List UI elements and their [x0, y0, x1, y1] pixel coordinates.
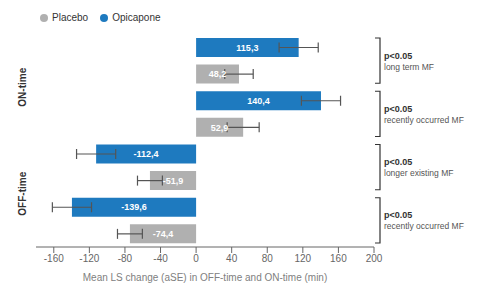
svg-text:-160: -160 [44, 253, 64, 264]
svg-text:-40: -40 [153, 253, 168, 264]
svg-text:p<0.05: p<0.05 [384, 157, 412, 167]
svg-text:-51,9: -51,9 [163, 176, 184, 186]
svg-text:-74,4: -74,4 [153, 229, 174, 239]
svg-text:longer existing MF: longer existing MF [384, 168, 453, 178]
svg-text:120: 120 [294, 253, 311, 264]
svg-text:80: 80 [262, 253, 274, 264]
svg-text:115,3: 115,3 [236, 43, 258, 53]
svg-text:200: 200 [366, 253, 383, 264]
svg-text:p<0.05: p<0.05 [384, 104, 412, 114]
svg-text:140,4: 140,4 [247, 96, 270, 106]
svg-text:recently occurred MF: recently occurred MF [384, 115, 464, 125]
svg-text:160: 160 [330, 253, 347, 264]
svg-text:long term MF: long term MF [384, 62, 434, 72]
svg-text:-112,4: -112,4 [134, 149, 159, 159]
svg-text:-80: -80 [118, 253, 133, 264]
svg-text:48,2: 48,2 [209, 69, 227, 79]
svg-text:recently occurred MF: recently occurred MF [384, 221, 464, 231]
html-text:Placebo: Placebo [52, 12, 89, 23]
svg-text:p<0.05: p<0.05 [384, 210, 412, 220]
svg-text:OFF-time: OFF-time [17, 171, 28, 215]
svg-text:40: 40 [226, 253, 238, 264]
svg-text:0: 0 [193, 253, 199, 264]
svg-text:p<0.05: p<0.05 [384, 51, 412, 61]
svg-text:-120: -120 [79, 253, 99, 264]
svg-text:-139,6: -139,6 [121, 202, 147, 212]
svg-text:52,9: 52,9 [211, 123, 229, 133]
svg-text:Mean LS change (aSE) in OFF-ti: Mean LS change (aSE) in OFF-time and ON-… [83, 272, 328, 283]
svg-text:ON-time: ON-time [17, 67, 28, 106]
html-text:Opicapone: Opicapone [112, 12, 161, 23]
